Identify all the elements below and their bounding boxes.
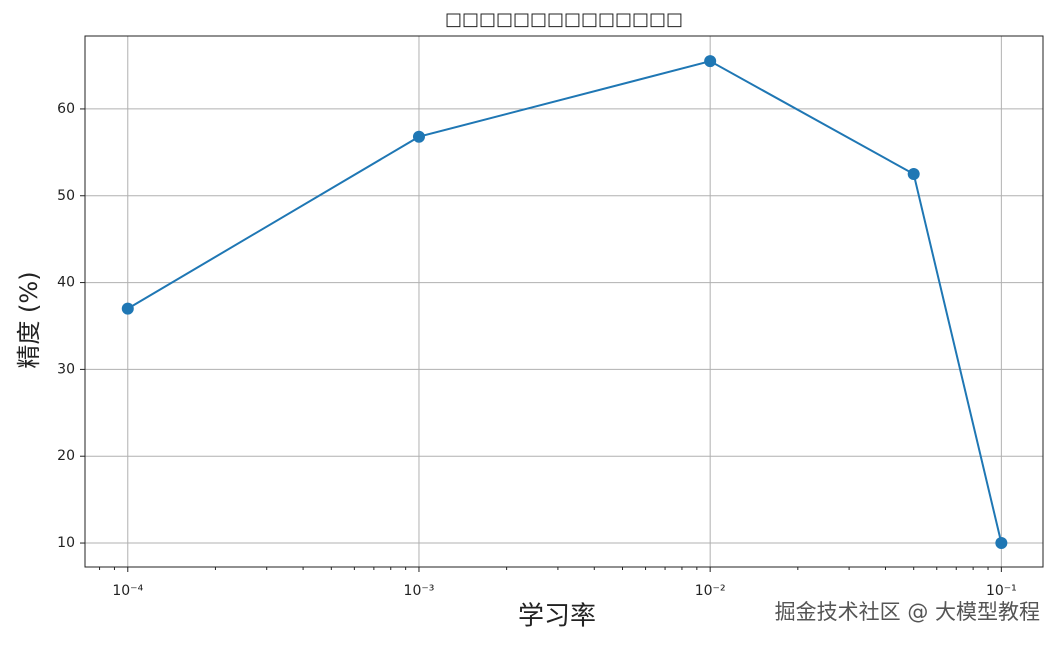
y-tick-label: 60 (57, 101, 75, 117)
x-tick-label: 10⁻³ (404, 583, 435, 599)
point (121, 302, 134, 315)
point (412, 130, 425, 143)
y-tick-label: 30 (57, 361, 75, 377)
x-tick-label: 10⁻⁴ (112, 583, 143, 599)
chart-title: □□□□□□□□□□□□□□ (445, 9, 683, 30)
x-tick-label: 10⁻¹ (986, 583, 1017, 599)
y-tick-label: 50 (57, 188, 75, 204)
point (704, 55, 717, 68)
x-axis-label: 学习率 (518, 602, 596, 632)
point (907, 168, 920, 181)
watermark: 掘金技术社区 @ 大模型教程 (775, 600, 1040, 624)
y-tick-label: 40 (57, 275, 75, 291)
point (995, 537, 1008, 550)
y-tick-label: 20 (57, 448, 75, 464)
x-tick-label: 10⁻² (695, 583, 726, 599)
plot-frame (84, 35, 1044, 568)
line (127, 60, 1003, 544)
y-axis-label: 精度 (%) (15, 271, 43, 368)
y-tick-label: 10 (57, 535, 75, 551)
